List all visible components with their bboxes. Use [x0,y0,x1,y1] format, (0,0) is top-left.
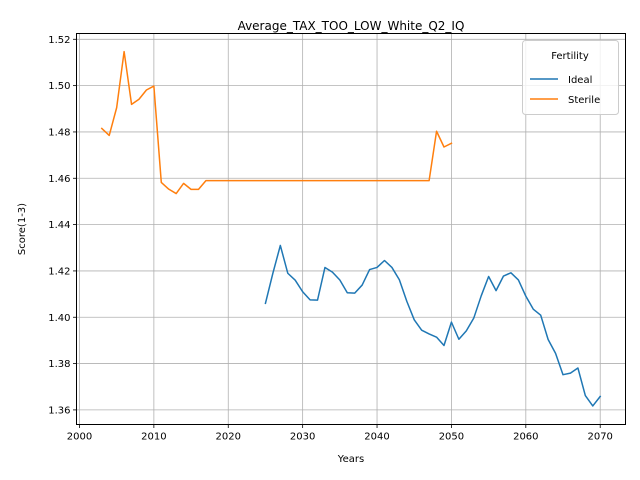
x-tick-label: 2050 [439,432,464,443]
legend-title: Fertility [551,51,589,62]
plot-frame [76,33,626,425]
y-tick-label: 1.40 [48,313,70,324]
x-tick-label: 2060 [513,432,538,443]
series-line-sterile [100,50,453,195]
series-lines [100,50,602,407]
x-tick-label: 2040 [364,432,389,443]
legend: Fertility Ideal Sterile [522,40,619,115]
y-tick-label: 1.42 [48,266,70,277]
x-axis-title: Years [337,454,364,465]
y-axis-ticks: 1.36 1.38 1.40 1.42 1.44 1.46 1.48 1.50 1.52 [48,35,77,416]
x-tick-label: 2010 [141,432,166,443]
y-tick-label: 1.44 [48,220,70,231]
y-tick-label: 1.38 [48,359,70,370]
legend-label-sterile: Sterile [568,95,600,106]
y-tick-label: 1.52 [48,35,70,46]
x-tick-label: 2070 [587,432,612,443]
x-tick-label: 2020 [216,432,241,443]
y-tick-label: 1.36 [48,405,70,416]
y-tick-label: 1.48 [48,127,70,138]
x-tick-label: 2000 [67,432,92,443]
y-tick-label: 1.50 [48,81,70,92]
y-tick-label: 1.46 [48,174,70,185]
legend-box [522,40,619,115]
chart-title: Average_TAX_TOO_LOW_White_Q2_IQ [238,19,465,33]
x-axis-ticks: 2000 2010 2020 2030 2040 2050 2060 2070 [67,424,613,443]
x-tick-label: 2030 [290,432,315,443]
series-line-ideal [264,244,602,407]
legend-label-ideal: Ideal [568,75,592,86]
y-axis-title: Score(1-3) [17,203,28,255]
